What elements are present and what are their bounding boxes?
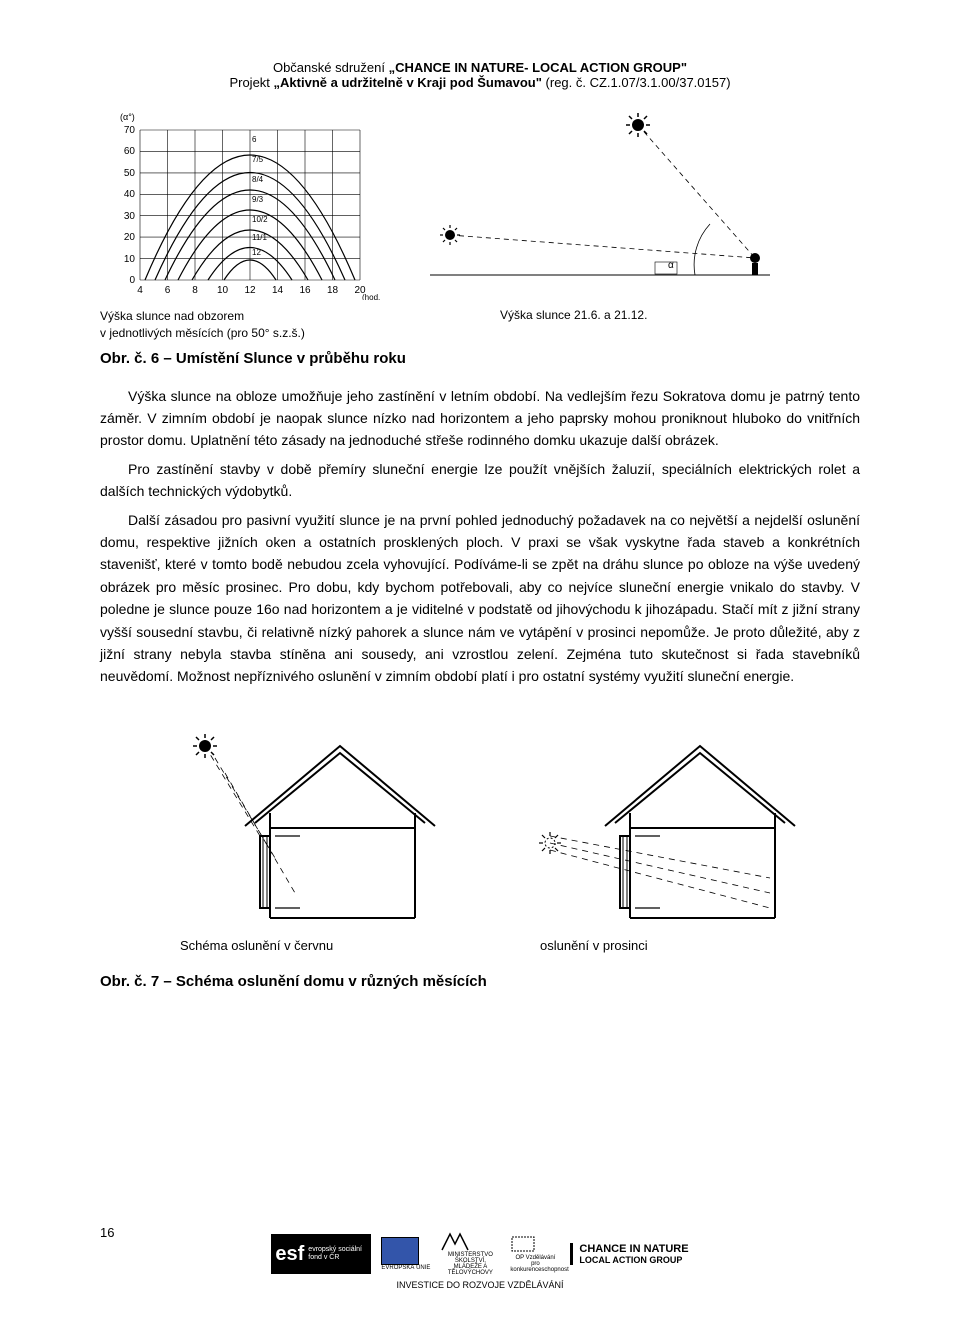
svg-text:8: 8 [192,285,198,296]
chance-line2: LOCAL ACTION GROUP [579,1255,688,1265]
min-line1: MINISTERSTVO ŠKOLSTVÍ, [440,1252,500,1264]
page-footer: 16 esf evropský sociální fond v ČR EVROP… [100,1224,860,1290]
svg-text:(α°): (α°) [120,112,135,122]
esf-text: evropský sociální fond v ČR [308,1246,367,1261]
house-december: oslunění v prosinci [520,728,800,953]
paragraph-2: Pro zastínění stavby v době přemíry slun… [100,458,860,503]
svg-text:6: 6 [165,285,171,296]
figure-2-title: Obr. č. 7 – Schéma oslunění domu v různý… [100,973,860,990]
sun-altitude-chart: (α°) [100,110,380,342]
svg-text:70: 70 [124,125,136,136]
svg-text:7/5: 7/5 [252,155,264,164]
caption-line: v jednotlivých měsících (pro 50° s.z.š.) [100,325,380,342]
angle-svg: α [420,110,780,300]
figure-1-title: Obr. č. 6 – Umístění Slunce v průběhu ro… [100,350,860,367]
figures-row-1: (α°) [100,110,860,342]
svg-text:11/1: 11/1 [252,233,268,242]
min-line2: MLÁDEŽE A TĚLOVÝCHOVY [440,1264,500,1276]
house-dec-caption: oslunění v prosinci [520,938,800,953]
op-text: OP Vzdělávání pro konkurenceschopnost [510,1255,560,1273]
house-row: Schéma oslunění v červnu [100,728,860,953]
svg-text:12: 12 [252,248,261,257]
logos-row: esf evropský sociální fond v ČR EVROPSKÁ… [100,1232,860,1276]
paragraph-3: Další zásadou pro pasivní využití slunce… [100,509,860,688]
svg-text:10/2: 10/2 [252,215,268,224]
angle-caption: Výška slunce 21.6. a 21.12. [420,308,780,322]
svg-text:10: 10 [124,254,136,265]
eu-flag-icon [381,1237,419,1265]
caption-line: Výška slunce nad obzorem [100,308,380,325]
svg-text:4: 4 [137,285,143,296]
svg-text:30: 30 [124,211,136,222]
svg-text:(hod.): (hod.) [362,293,380,300]
svg-text:9/3: 9/3 [252,195,264,204]
invest-line: INVESTICE DO ROZVOJE VZDĚLÁVÁNÍ [100,1280,860,1290]
header-text: Projekt [229,75,273,90]
svg-text:6: 6 [252,135,257,144]
sun-angle-diagram: α Výška slunce 21.6. a 21.12. [420,110,780,342]
chart-caption: Výška slunce nad obzorem v jednotlivých … [100,308,380,342]
svg-text:10: 10 [217,285,229,296]
svg-text:16: 16 [299,285,311,296]
svg-text:18: 18 [327,285,339,296]
header-bold: „CHANCE IN NATURE- LOCAL ACTION GROUP" [389,60,687,75]
svg-text:12: 12 [244,285,256,296]
header-bold: „Aktivně a udržitelně v Kraji pod Šumavo… [274,75,542,90]
header-line1: Občanské sdružení „CHANCE IN NATURE- LOC… [100,60,860,75]
svg-text:50: 50 [124,168,136,179]
paragraph-1: Výška slunce na obloze umožňuje jeho zas… [100,385,860,452]
eu-logo-block: EVROPSKÁ UNIE [381,1237,430,1271]
eu-text: EVROPSKÁ UNIE [381,1265,430,1271]
op-logo: OP Vzdělávání pro konkurenceschopnost [510,1235,560,1273]
svg-text:60: 60 [124,146,136,157]
house-june-svg [160,728,440,928]
page-number: 16 [100,1225,114,1240]
svg-text:20: 20 [124,232,136,243]
chance-logo: CHANCE IN NATURE LOCAL ACTION GROUP [570,1243,688,1265]
header-text: Občanské sdružení [273,60,389,75]
svg-text:14: 14 [272,285,284,296]
header-text: (reg. č. CZ.1.07/3.1.00/37.0157) [542,75,731,90]
header-line2: Projekt „Aktivně a udržitelně v Kraji po… [100,75,860,90]
house-june-caption: Schéma oslunění v červnu [160,938,440,953]
svg-text:α: α [668,260,674,271]
esf-logo: esf evropský sociální fond v ČR [271,1234,371,1274]
house-dec-svg [520,728,800,928]
document-header: Občanské sdružení „CHANCE IN NATURE- LOC… [100,60,860,90]
chart-svg: (α°) [100,110,380,300]
house-june: Schéma oslunění v červnu [160,728,440,953]
svg-text:40: 40 [124,189,136,200]
svg-text:8/4: 8/4 [252,175,264,184]
ministry-logo: MINISTERSTVO ŠKOLSTVÍ, MLÁDEŽE A TĚLOVÝC… [440,1232,500,1276]
svg-text:0: 0 [129,275,135,286]
chance-line1: CHANCE IN NATURE [579,1243,688,1255]
